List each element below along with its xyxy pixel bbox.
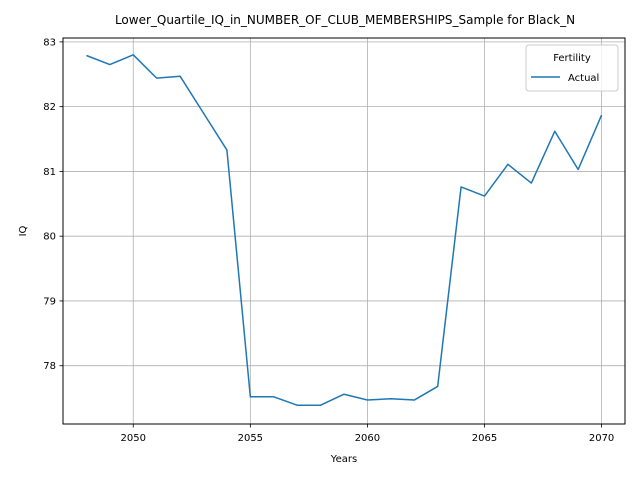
plot-frame bbox=[62, 37, 626, 425]
x-tick-label: 2070 bbox=[589, 433, 614, 444]
y-tick-label: 79 bbox=[43, 296, 56, 307]
y-tick-label: 82 bbox=[43, 102, 56, 113]
x-tick-label: 2065 bbox=[472, 433, 497, 444]
x-axis-ticks: 2050 2055 2060 2065 2070 bbox=[121, 424, 614, 444]
y-tick-label: 80 bbox=[43, 232, 56, 243]
grid bbox=[63, 38, 625, 424]
series-layer bbox=[86, 54, 603, 406]
legend: Fertility Actual bbox=[525, 44, 619, 92]
x-axis-label: Years bbox=[330, 454, 357, 465]
x-tick-label: 2055 bbox=[238, 433, 263, 444]
y-tick-label: 81 bbox=[43, 167, 56, 178]
y-tick-label: 78 bbox=[43, 361, 56, 372]
x-tick-label: 2060 bbox=[355, 433, 380, 444]
legend-title: Fertility bbox=[553, 53, 591, 64]
y-axis-ticks: 78 79 80 81 82 83 bbox=[43, 37, 63, 372]
legend-label-actual: Actual bbox=[568, 73, 599, 84]
y-axis-label: IQ bbox=[18, 225, 29, 236]
chart-title: Lower_Quartile_IQ_in_NUMBER_OF_CLUB_MEMB… bbox=[115, 13, 575, 27]
x-tick-label: 2050 bbox=[121, 433, 146, 444]
legend-box bbox=[525, 44, 619, 92]
y-tick-label: 83 bbox=[43, 37, 56, 48]
